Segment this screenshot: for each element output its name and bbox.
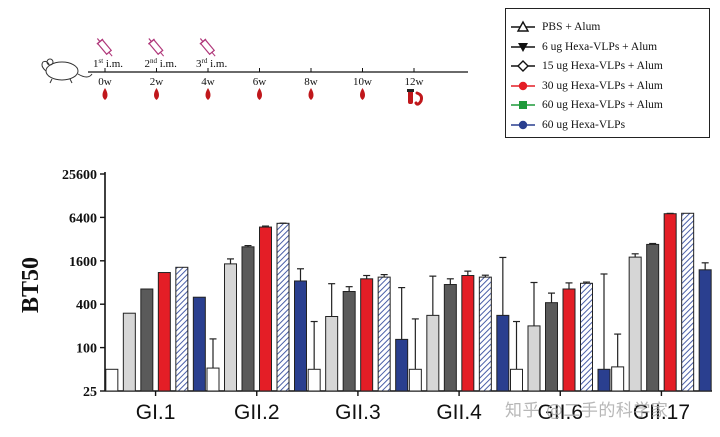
bar	[307, 368, 321, 392]
bar	[294, 280, 307, 392]
bar	[510, 368, 523, 392]
bar	[646, 243, 660, 392]
bar	[426, 314, 440, 392]
bar	[342, 291, 356, 392]
x-tick-label: GII.6	[537, 401, 583, 424]
bar	[395, 338, 409, 392]
week-label: 0w	[98, 76, 112, 88]
bar	[478, 276, 492, 392]
legend-label: 60 ug Hexa-VLPs + Alum	[542, 99, 663, 111]
blood-drop-icon	[308, 88, 314, 100]
legend-label: 60 ug Hexa-VLPs	[542, 118, 626, 131]
week-label: 12w	[405, 76, 424, 88]
legend-marker-icon	[511, 20, 535, 32]
syringe-icon	[199, 38, 216, 57]
x-tick-label: GII.2	[234, 401, 280, 424]
x-tick-label: GII.17	[633, 401, 690, 424]
bar	[545, 302, 558, 392]
bar	[122, 312, 136, 392]
bar	[206, 367, 220, 392]
bar	[580, 282, 593, 392]
bar	[325, 316, 339, 392]
bar	[461, 275, 475, 392]
legend-label: 6 ug Hexa-VLPs + Alum	[542, 40, 658, 53]
bar	[698, 269, 712, 392]
legend-item: PBS + Alum	[510, 18, 600, 36]
syringe-icon	[147, 38, 165, 57]
bar	[663, 213, 677, 392]
legend-item: 60 ug Hexa-VLPs	[510, 116, 625, 134]
bar	[527, 325, 541, 392]
blood-tube-icon	[407, 89, 423, 106]
x-tick-label: GI.1	[136, 401, 176, 424]
syringe-icon	[96, 38, 113, 57]
legend-item: 15 ug Hexa-VLPs + Alum	[510, 57, 663, 75]
mouse-icon	[41, 58, 93, 84]
immunization-label: 2nd i.m.	[145, 57, 178, 70]
legend-label: 30 ug Hexa-VLPs + Alum	[542, 79, 663, 92]
blood-drop-icon	[102, 88, 108, 100]
bar	[140, 288, 154, 392]
blood-drop-icon	[154, 88, 159, 100]
blood-drop-icon	[360, 88, 365, 100]
legend-item: 30 ug Hexa-VLPs + Alum	[510, 77, 663, 95]
y-tick-label: 400	[76, 298, 97, 313]
y-axis-label: BT50	[18, 257, 44, 313]
legend-marker-icon	[511, 42, 535, 52]
legend-marker-icon	[511, 60, 535, 72]
x-tick-label: GII.4	[436, 401, 482, 424]
legend-label: 15 ug Hexa-VLPs + Alum	[542, 60, 663, 72]
legend-marker-icon	[511, 81, 535, 90]
blood-drop-icon	[257, 88, 262, 100]
bar	[443, 284, 457, 392]
week-label: 10w	[353, 76, 372, 88]
bar	[259, 226, 272, 392]
bar	[276, 222, 290, 392]
bar	[597, 368, 611, 392]
week-label: 2w	[150, 76, 164, 88]
bar	[175, 266, 189, 392]
legend-item: 6 ug Hexa-VLPs + Alum	[510, 38, 657, 56]
legend-marker-icon	[511, 101, 535, 109]
y-tick-label: 100	[76, 342, 97, 357]
bar	[562, 288, 576, 392]
immunization-label: 1st i.m.	[93, 57, 123, 70]
y-tick-label: 1600	[69, 255, 97, 270]
immunization-label: 3rd i.m.	[196, 57, 227, 70]
bar	[157, 272, 171, 392]
bar	[496, 314, 510, 392]
bar	[377, 276, 391, 392]
week-label: 4w	[201, 76, 215, 88]
bar	[241, 246, 255, 392]
y-tick-label: 6400	[69, 211, 97, 226]
week-label: 6w	[253, 76, 267, 88]
watermark: 知乎 @二手的科学家	[505, 401, 669, 421]
bar	[105, 368, 119, 392]
bar	[360, 278, 374, 392]
bar	[224, 263, 237, 392]
bar	[408, 368, 422, 392]
bar	[192, 296, 206, 392]
immunization-timeline: 0w 2w 4w 6w 8w 10w 12w 1st i.m. 2nd i.m. 3rd i.m.	[41, 38, 468, 106]
legend-item: 60 ug Hexa-VLPs + Alum	[510, 96, 663, 114]
blood-drop-icon	[205, 88, 211, 100]
legend-label: PBS + Alum	[542, 21, 601, 33]
bar	[611, 366, 625, 392]
legend: PBS + Alum 6 ug Hexa-VLPs + Alum 15 ug Hex…	[505, 8, 710, 138]
bar	[681, 212, 695, 392]
x-tick-label: GII.3	[335, 401, 381, 424]
legend-marker-icon	[511, 120, 535, 129]
bar-chart: BT50 25 100 400 1600 6400 25600 GI.1 GII.2 GII.3…	[18, 168, 712, 424]
y-tick-label: 25	[83, 385, 97, 400]
y-tick-label: 25600	[62, 168, 97, 183]
bar	[628, 256, 642, 392]
week-label: 8w	[304, 76, 318, 88]
